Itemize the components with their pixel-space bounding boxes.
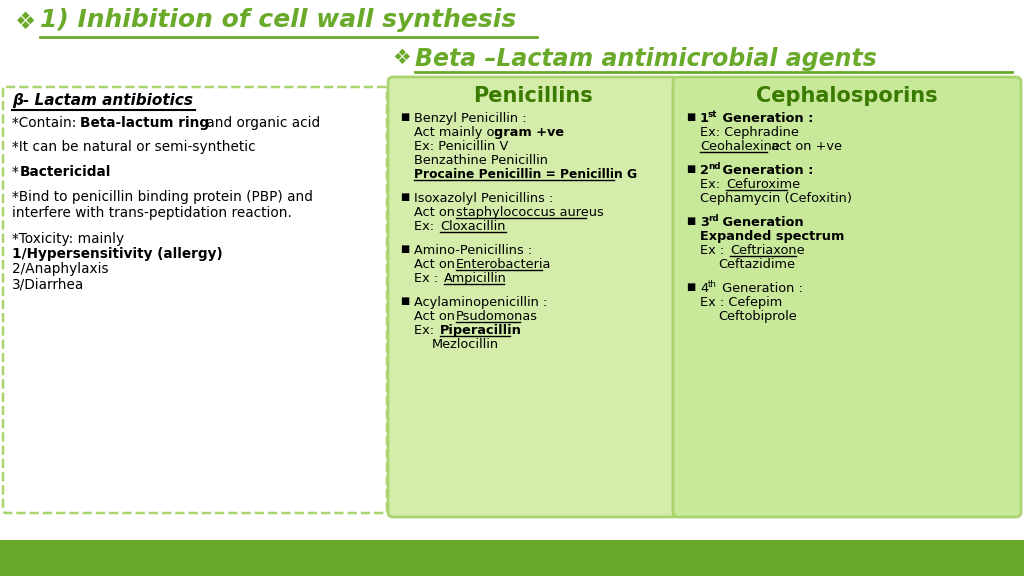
Text: Cefuroxime: Cefuroxime <box>726 178 800 191</box>
Text: Benzyl Penicillin :: Benzyl Penicillin : <box>414 112 526 125</box>
Text: Ex :: Ex : <box>700 244 728 257</box>
Text: Act on: Act on <box>414 310 459 323</box>
Text: Ex:: Ex: <box>700 178 724 191</box>
Text: Amino-Penicillins :: Amino-Penicillins : <box>414 244 532 257</box>
Text: Expanded spectrum: Expanded spectrum <box>700 230 845 243</box>
Text: Ex:: Ex: <box>414 324 438 337</box>
Text: Generation :: Generation : <box>718 164 813 177</box>
Text: *Contain:: *Contain: <box>12 116 81 130</box>
Text: ■: ■ <box>400 296 410 306</box>
Text: :: : <box>786 216 795 229</box>
Text: ■: ■ <box>686 164 695 174</box>
Text: ■: ■ <box>400 192 410 202</box>
Text: Mezlocillin: Mezlocillin <box>432 338 499 351</box>
Text: *Toxicity: mainly: *Toxicity: mainly <box>12 232 124 245</box>
Text: *Bind to penicillin binding protein (PBP) and: *Bind to penicillin binding protein (PBP… <box>12 191 313 204</box>
Text: Ceftazidime: Ceftazidime <box>718 258 795 271</box>
Text: Generation :: Generation : <box>718 282 803 295</box>
Text: ■: ■ <box>400 244 410 254</box>
Text: 2/Anaphylaxis: 2/Anaphylaxis <box>12 263 109 276</box>
Text: Ceftobiprole: Ceftobiprole <box>718 310 797 323</box>
Text: Bactericidal: Bactericidal <box>20 165 112 179</box>
Text: Cephamycin (Cefoxitin): Cephamycin (Cefoxitin) <box>700 192 852 205</box>
Text: Ceohalexine: Ceohalexine <box>700 140 780 153</box>
Text: 2: 2 <box>700 164 709 177</box>
Text: Ex:: Ex: <box>414 220 438 233</box>
Text: Generation: Generation <box>718 216 804 229</box>
FancyBboxPatch shape <box>673 77 1021 517</box>
Text: act on +ve: act on +ve <box>767 140 842 153</box>
Text: Cloxacillin: Cloxacillin <box>440 220 506 233</box>
Text: Beta –Lactam antimicrobial agents: Beta –Lactam antimicrobial agents <box>415 47 877 71</box>
FancyBboxPatch shape <box>3 87 387 513</box>
Text: Ex : Cefepim: Ex : Cefepim <box>700 296 782 309</box>
Text: 4: 4 <box>700 282 709 295</box>
Text: ■: ■ <box>686 282 695 292</box>
Text: nd: nd <box>708 162 721 171</box>
Text: ■: ■ <box>686 216 695 226</box>
Text: ❖: ❖ <box>392 48 411 68</box>
Text: Beta-lactum ring: Beta-lactum ring <box>80 116 209 130</box>
Text: *It can be natural or semi-synthetic: *It can be natural or semi-synthetic <box>12 139 256 153</box>
Text: and organic acid: and organic acid <box>202 116 321 130</box>
Text: Generation :: Generation : <box>718 112 813 125</box>
Text: Act on: Act on <box>414 206 459 219</box>
Text: 3/Diarrhea: 3/Diarrhea <box>12 278 84 292</box>
Text: ■: ■ <box>400 112 410 122</box>
Text: gram +ve: gram +ve <box>494 126 564 139</box>
Text: Enterobacteria: Enterobacteria <box>456 258 551 271</box>
Text: 3: 3 <box>700 216 709 229</box>
Text: Ex :: Ex : <box>414 272 442 285</box>
Text: Benzathine Penicillin: Benzathine Penicillin <box>414 154 548 167</box>
Text: 1: 1 <box>700 112 709 125</box>
FancyBboxPatch shape <box>388 77 678 517</box>
Text: ■: ■ <box>686 112 695 122</box>
Text: th: th <box>708 280 717 289</box>
Text: Act mainly on: Act mainly on <box>414 126 507 139</box>
Text: Act on: Act on <box>414 258 459 271</box>
Text: Penicillins: Penicillins <box>473 86 593 106</box>
Text: Acylaminopenicillin :: Acylaminopenicillin : <box>414 296 548 309</box>
Text: rd: rd <box>708 214 719 223</box>
Text: β- Lactam antibiotics: β- Lactam antibiotics <box>12 93 193 108</box>
Text: Ampicillin: Ampicillin <box>444 272 507 285</box>
Text: Ex: Penicillin V: Ex: Penicillin V <box>414 140 508 153</box>
Text: st: st <box>708 110 718 119</box>
Text: 1/Hypersensitivity (allergy): 1/Hypersensitivity (allergy) <box>12 247 222 261</box>
Text: interfere with trans-peptidation reaction.: interfere with trans-peptidation reactio… <box>12 206 292 220</box>
Text: ❖: ❖ <box>14 10 35 34</box>
Text: *: * <box>12 165 18 179</box>
Text: Piperacillin: Piperacillin <box>440 324 522 337</box>
Text: Procaine Penicillin = Penicillin G: Procaine Penicillin = Penicillin G <box>414 168 637 181</box>
Bar <box>0 540 1024 576</box>
Text: Isoxazolyl Penicillins :: Isoxazolyl Penicillins : <box>414 192 553 205</box>
Text: staphylococcus aureus: staphylococcus aureus <box>456 206 604 219</box>
Text: Cephalosporins: Cephalosporins <box>756 86 938 106</box>
Text: Ceftriaxone: Ceftriaxone <box>730 244 805 257</box>
Text: 1) Inhibition of cell wall synthesis: 1) Inhibition of cell wall synthesis <box>40 8 516 32</box>
Text: Psudomonas: Psudomonas <box>456 310 538 323</box>
Text: Ex: Cephradine: Ex: Cephradine <box>700 126 799 139</box>
